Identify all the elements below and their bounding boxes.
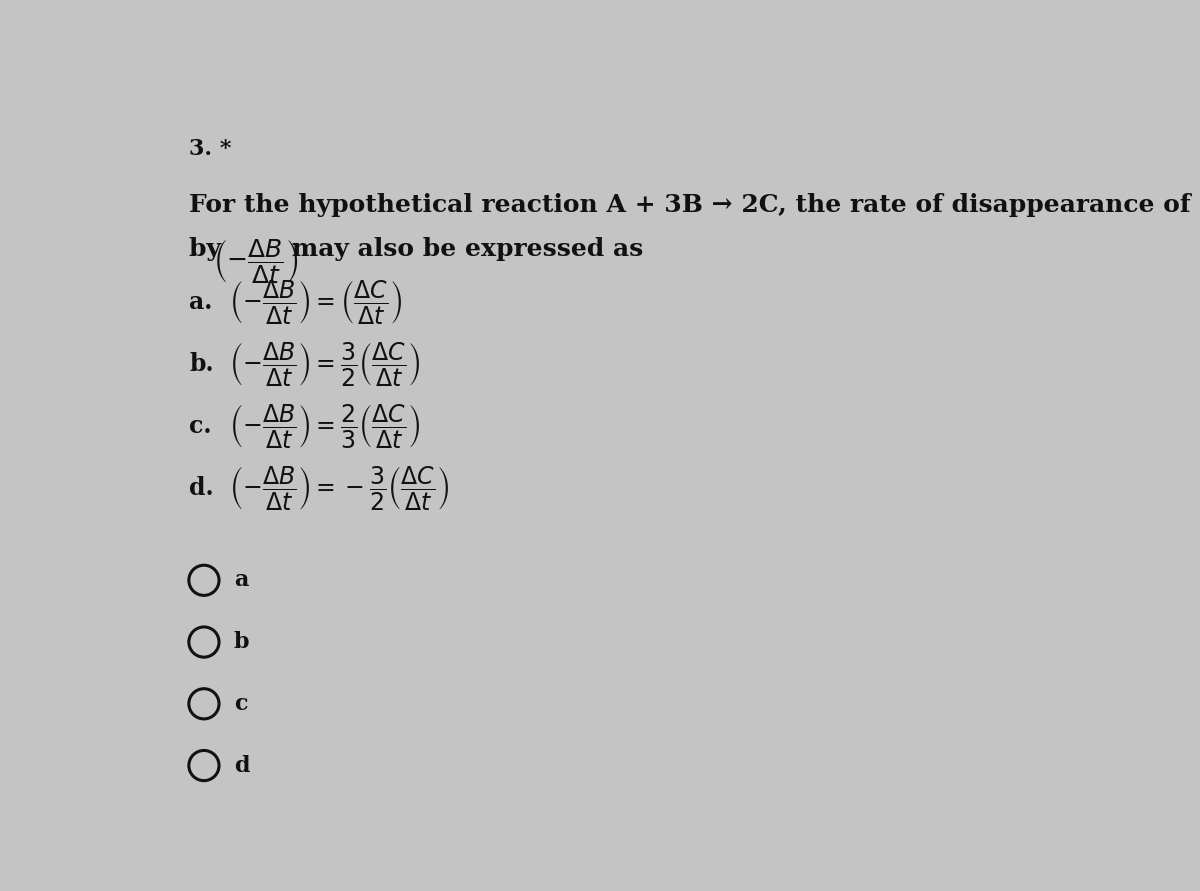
Text: $\left(-\dfrac{\Delta B}{\Delta t}\right) = \dfrac{3}{2}\left(\dfrac{\Delta C}{\: $\left(-\dfrac{\Delta B}{\Delta t}\right… — [229, 340, 420, 388]
Text: c.: c. — [190, 414, 211, 438]
Text: c: c — [234, 693, 247, 715]
Text: by: by — [190, 237, 230, 261]
Text: $\left(-\dfrac{\Delta B}{\Delta t}\right) = \dfrac{2}{3}\left(\dfrac{\Delta C}{\: $\left(-\dfrac{\Delta B}{\Delta t}\right… — [229, 402, 420, 450]
Text: a: a — [234, 569, 248, 592]
Text: $\left(-\dfrac{\Delta B}{\Delta t}\right) = \left(\dfrac{\Delta C}{\Delta t}\rig: $\left(-\dfrac{\Delta B}{\Delta t}\right… — [229, 279, 402, 326]
Text: d: d — [234, 755, 250, 777]
Text: b.: b. — [190, 352, 214, 376]
Text: may also be expressed as: may also be expressed as — [283, 237, 643, 261]
Text: b: b — [234, 631, 250, 653]
Text: d.: d. — [190, 476, 214, 500]
Text: 3. *: 3. * — [190, 138, 232, 159]
Text: $\left(-\dfrac{\Delta B}{\Delta t}\right)$: $\left(-\dfrac{\Delta B}{\Delta t}\right… — [214, 237, 299, 285]
Text: For the hypothetical reaction A + 3B → 2C, the rate of disappearance of B given: For the hypothetical reaction A + 3B → 2… — [190, 192, 1200, 217]
Text: $\left(-\dfrac{\Delta B}{\Delta t}\right) = -\dfrac{3}{2}\left(\dfrac{\Delta C}{: $\left(-\dfrac{\Delta B}{\Delta t}\right… — [229, 463, 449, 511]
Text: a.: a. — [190, 290, 212, 315]
